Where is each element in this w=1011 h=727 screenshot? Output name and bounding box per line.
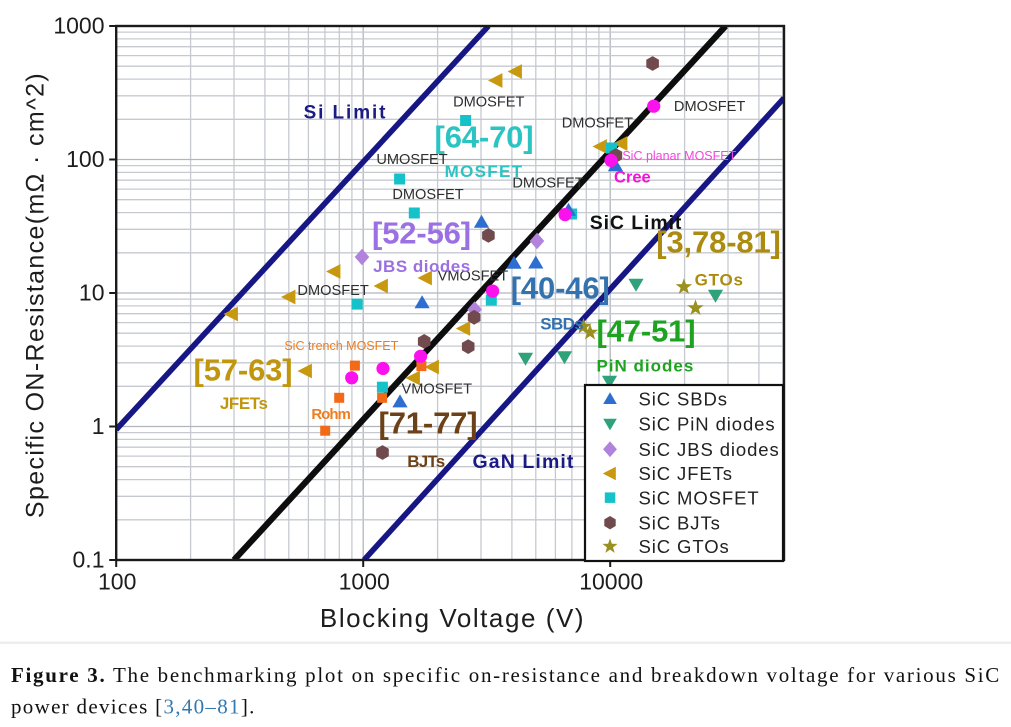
svg-text:SiC SBDs: SiC SBDs bbox=[639, 389, 728, 410]
svg-text:JBS diodes: JBS diodes bbox=[373, 257, 471, 276]
svg-text:[47-51]: [47-51] bbox=[597, 313, 696, 348]
svg-text:[3,78-81]: [3,78-81] bbox=[656, 225, 780, 260]
svg-text:MOSFET: MOSFET bbox=[445, 162, 524, 181]
svg-text:DMOSFET: DMOSFET bbox=[297, 283, 368, 299]
svg-text:DMOSFET: DMOSFET bbox=[392, 187, 463, 203]
svg-text:1000: 1000 bbox=[339, 569, 390, 595]
svg-text:1000: 1000 bbox=[53, 13, 104, 39]
svg-text:Si Limit: Si Limit bbox=[304, 103, 388, 124]
svg-text:0.1: 0.1 bbox=[73, 547, 105, 573]
svg-text:Blocking Voltage (V): Blocking Voltage (V) bbox=[320, 603, 585, 633]
svg-text:SiC planar MOSFET: SiC planar MOSFET bbox=[622, 149, 736, 163]
svg-text:SiC Limit: SiC Limit bbox=[590, 212, 683, 234]
svg-text:DMOSFET: DMOSFET bbox=[453, 95, 524, 111]
svg-text:SiC JFETs: SiC JFETs bbox=[639, 463, 733, 484]
svg-text:GaN Limit: GaN Limit bbox=[473, 451, 575, 473]
svg-text:10000: 10000 bbox=[579, 569, 643, 595]
svg-text:100: 100 bbox=[98, 569, 136, 595]
svg-text:1: 1 bbox=[92, 413, 105, 439]
svg-text:SiC trench MOSFET: SiC trench MOSFET bbox=[284, 339, 398, 353]
svg-text:[71-77]: [71-77] bbox=[379, 406, 478, 441]
svg-text:PiN diodes: PiN diodes bbox=[596, 357, 694, 376]
svg-text:[40-46]: [40-46] bbox=[511, 270, 610, 305]
svg-text:GTOs: GTOs bbox=[695, 271, 744, 290]
svg-text:VMOSFET: VMOSFET bbox=[402, 381, 473, 397]
svg-text:[57-63]: [57-63] bbox=[194, 352, 293, 387]
svg-text:SBDs: SBDs bbox=[540, 315, 583, 334]
svg-text:Figure 3. The benchmarking plo: Figure 3. The benchmarking plot on speci… bbox=[11, 663, 1001, 687]
svg-text:SiC BJTs: SiC BJTs bbox=[639, 512, 721, 533]
svg-text:UMOSFET: UMOSFET bbox=[376, 152, 447, 168]
svg-text:Cree: Cree bbox=[614, 169, 651, 187]
svg-text:[52-56]: [52-56] bbox=[372, 216, 471, 251]
svg-text:BJTs: BJTs bbox=[407, 452, 444, 471]
svg-text:SiC PiN diodes: SiC PiN diodes bbox=[639, 414, 776, 435]
svg-text:DMOSFET: DMOSFET bbox=[512, 176, 583, 192]
svg-text:[64-70]: [64-70] bbox=[435, 119, 534, 154]
svg-text:SiC MOSFET: SiC MOSFET bbox=[639, 487, 760, 508]
svg-text:JFETs: JFETs bbox=[220, 394, 268, 413]
svg-text:10: 10 bbox=[79, 280, 105, 306]
svg-text:DMOSFET: DMOSFET bbox=[674, 99, 745, 115]
svg-text:Rohm: Rohm bbox=[311, 406, 350, 423]
svg-text:SiC JBS diodes: SiC JBS diodes bbox=[639, 439, 780, 460]
svg-text:100: 100 bbox=[66, 146, 104, 172]
svg-text:power devices [3,40–81].: power devices [3,40–81]. bbox=[11, 695, 256, 719]
svg-text:VMOSFET: VMOSFET bbox=[438, 269, 509, 285]
svg-text:SiC GTOs: SiC GTOs bbox=[639, 536, 730, 557]
svg-text:DMOSFET: DMOSFET bbox=[562, 116, 633, 132]
svg-text:Specific ON-Resistance(mΩ · cm: Specific ON-Resistance(mΩ · cm^2) bbox=[22, 72, 50, 518]
